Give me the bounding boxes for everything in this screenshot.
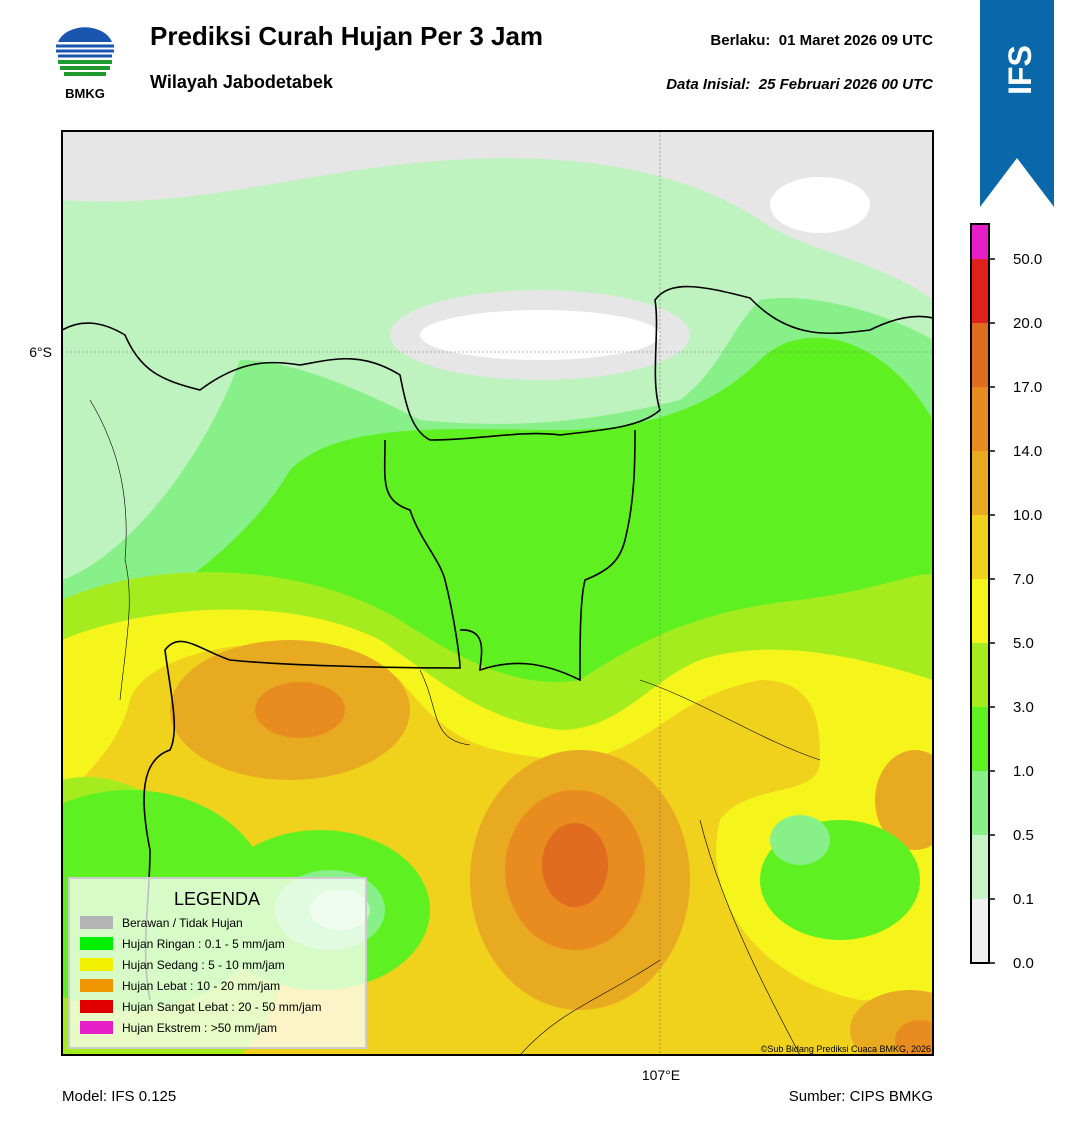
colorbar-segment bbox=[971, 323, 989, 387]
source: Sumber: CIPS BMKG bbox=[789, 1088, 933, 1105]
colorbar-tick-label: 5.0 bbox=[1013, 635, 1034, 652]
lat-label: 6°S bbox=[29, 344, 52, 360]
colorbar-segment bbox=[971, 643, 989, 707]
colorbar-tick-label: 20.0 bbox=[1013, 315, 1042, 332]
legend-label: Hujan Sangat Lebat : 20 - 50 mm/jam bbox=[122, 1000, 321, 1014]
colorbar-segment bbox=[971, 259, 989, 323]
init-time: Data Inisial: 25 Februari 2026 00 UTC bbox=[666, 76, 934, 93]
credit: ©Sub Bidang Prediksi Cuaca BMKG, 2026 bbox=[761, 1044, 931, 1054]
colorbar-tick-label: 14.0 bbox=[1013, 443, 1042, 460]
legend-label: Hujan Ekstrem : >50 mm/jam bbox=[122, 1021, 277, 1035]
legend-label: Hujan Lebat : 10 - 20 mm/jam bbox=[122, 979, 280, 993]
legend: LEGENDA Berawan / Tidak Hujan Hujan Ringa… bbox=[68, 877, 367, 1049]
colorbar-segment bbox=[971, 515, 989, 579]
colorbar-tick-label: 0.0 bbox=[1013, 955, 1034, 972]
legend-swatch bbox=[80, 1000, 113, 1013]
legend-title: LEGENDA bbox=[174, 889, 260, 909]
valid-time: Berlaku: 01 Maret 2026 09 UTC bbox=[710, 32, 933, 49]
badge-text: IFS bbox=[1002, 45, 1038, 95]
lon-label: 107°E bbox=[642, 1067, 680, 1083]
bmkg-logo: BMKG bbox=[56, 27, 114, 101]
colorbar-tick-label: 17.0 bbox=[1013, 379, 1042, 396]
colorbar-tick-label: 0.1 bbox=[1013, 891, 1034, 908]
map-frame bbox=[61, 130, 934, 1056]
legend-label: Hujan Ringan : 0.1 - 5 mm/jam bbox=[122, 937, 285, 951]
colorbar: 0.0 0.1 0.5 1.0 3.0 5.0 7.0 10.0 14.0 17.0 20.0 50.… bbox=[970, 223, 1042, 972]
colorbar-frame bbox=[970, 223, 990, 964]
legend-swatch bbox=[80, 916, 113, 929]
model: Model: IFS 0.125 bbox=[62, 1088, 176, 1105]
title: Prediksi Curah Hujan Per 3 Jam bbox=[150, 21, 543, 51]
legend-swatch bbox=[80, 1021, 113, 1034]
logo-text: BMKG bbox=[65, 86, 105, 101]
subtitle: Wilayah Jabodetabek bbox=[150, 72, 334, 92]
colorbar-tick-label: 50.0 bbox=[1013, 251, 1042, 268]
colorbar-segment bbox=[971, 771, 989, 835]
colorbar-segment bbox=[971, 224, 989, 259]
colorbar-segment bbox=[971, 835, 989, 899]
colorbar-tick-label: 7.0 bbox=[1013, 571, 1034, 588]
badge bbox=[980, 0, 1054, 207]
colorbar-segment bbox=[971, 387, 989, 451]
colorbar-segment bbox=[971, 707, 989, 771]
legend-swatch bbox=[80, 937, 113, 950]
colorbar-segment bbox=[971, 451, 989, 515]
colorbar-tick-label: 1.0 bbox=[1013, 763, 1034, 780]
colorbar-tick-label: 0.5 bbox=[1013, 827, 1034, 844]
colorbar-tick-label: 10.0 bbox=[1013, 507, 1042, 524]
legend-swatch bbox=[80, 979, 113, 992]
legend-label: Hujan Sedang : 5 - 10 mm/jam bbox=[122, 958, 285, 972]
legend-swatch bbox=[80, 958, 113, 971]
colorbar-segment bbox=[971, 899, 989, 963]
colorbar-tick-label: 3.0 bbox=[1013, 699, 1034, 716]
legend-label: Berawan / Tidak Hujan bbox=[122, 916, 243, 930]
colorbar-segment bbox=[971, 579, 989, 643]
